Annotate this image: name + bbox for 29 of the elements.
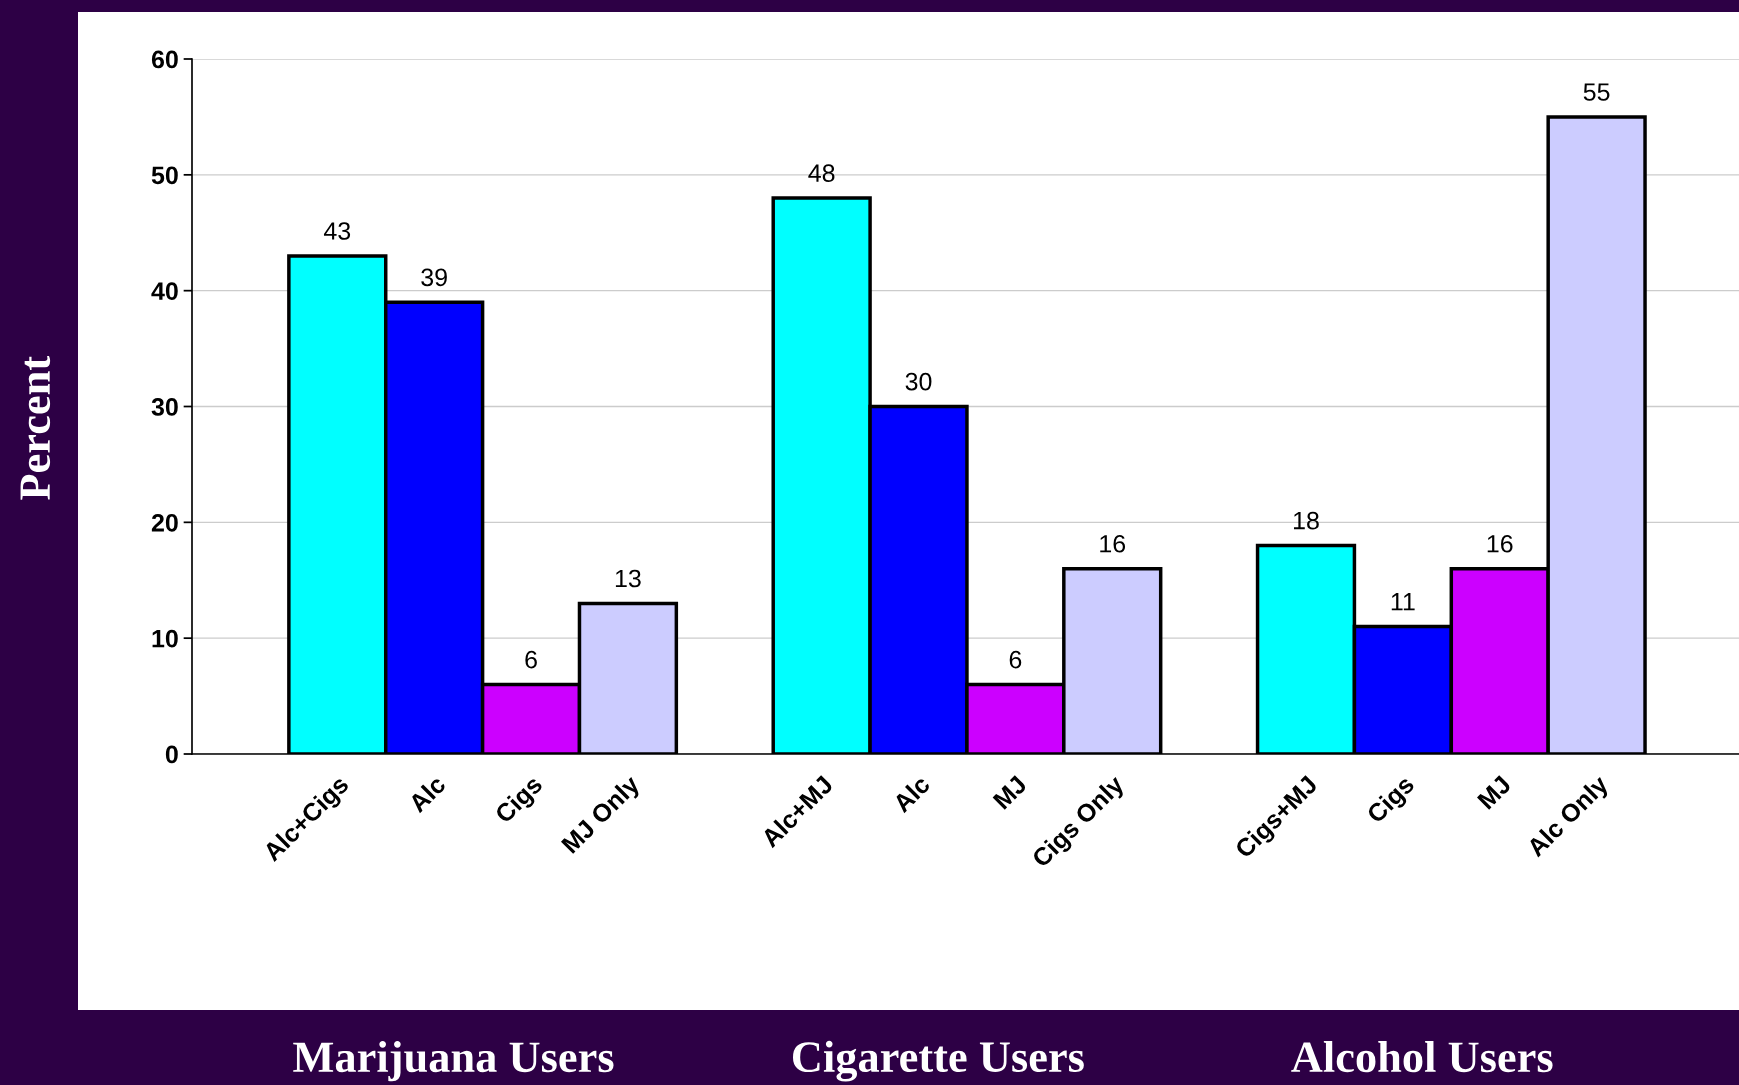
data-label: 16	[1100, 534, 1126, 553]
data-label: 18	[1294, 511, 1319, 530]
text: Marijuana Users	[293, 1040, 614, 1082]
y-tick-label: 40	[151, 282, 178, 300]
data-label: 16	[1487, 534, 1513, 553]
x-tick-label: Alc	[407, 773, 447, 814]
x-tick-label: Cigs	[493, 774, 547, 828]
data-label: 43	[323, 222, 351, 240]
x-tick-label: MJ	[1477, 775, 1512, 810]
y-tick-label: 10	[152, 629, 178, 648]
data-label: 13	[615, 569, 641, 588]
data-label: 11	[1391, 593, 1415, 611]
y-tick-label: 60	[151, 50, 178, 69]
y-tick-label: 30	[151, 398, 178, 416]
x-tick-label: Alc	[891, 773, 931, 814]
text: Alcohol Users	[1291, 1040, 1553, 1073]
y-tick-label: 50	[151, 166, 178, 185]
x-tick-label: MJ	[992, 775, 1028, 810]
data-label: 6	[1009, 650, 1022, 669]
y-tick-label: 20	[151, 513, 178, 532]
data-label: 55	[1583, 83, 1610, 101]
text: Cigarette Users	[792, 1040, 1084, 1082]
y-tick-label: 0	[165, 745, 178, 764]
y-axis-title: Percent	[20, 356, 51, 500]
data-label: 39	[421, 268, 447, 287]
data-label: 6	[525, 650, 537, 669]
data-label: 30	[905, 372, 932, 391]
data-label: 48	[808, 164, 835, 182]
x-tick-label: Cigs	[1365, 774, 1419, 828]
